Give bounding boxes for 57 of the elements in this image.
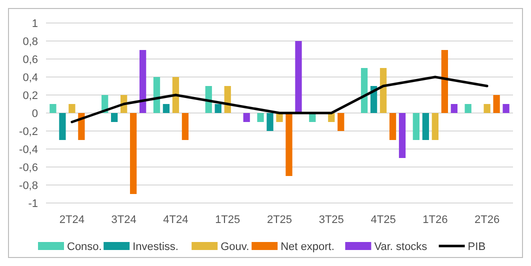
y-tick-label: 0,6 bbox=[22, 54, 38, 66]
legend-label: Conso. bbox=[67, 241, 102, 253]
x-tick-label: 3T25 bbox=[318, 214, 344, 226]
legend-label: Net export. bbox=[280, 241, 334, 253]
bar bbox=[412, 113, 420, 140]
bar bbox=[380, 68, 387, 113]
bar bbox=[162, 104, 170, 113]
x-tick-label: 4T24 bbox=[163, 214, 188, 226]
x-tick-label: 1T26 bbox=[422, 214, 448, 226]
bar bbox=[450, 104, 458, 113]
bar bbox=[243, 113, 250, 122]
bar bbox=[140, 50, 146, 113]
y-tick-label: -1 bbox=[28, 198, 38, 210]
bar bbox=[441, 50, 448, 113]
y-tick-label: 0,4 bbox=[22, 72, 38, 84]
legend-label: PIB bbox=[468, 241, 486, 253]
x-tick-label: 3T24 bbox=[111, 214, 136, 226]
bar bbox=[338, 113, 344, 131]
bar bbox=[111, 113, 118, 122]
bar bbox=[295, 41, 302, 113]
bar bbox=[398, 113, 406, 158]
bar bbox=[214, 104, 222, 113]
legend-label: Investiss. bbox=[132, 241, 178, 253]
bar bbox=[422, 113, 429, 140]
bar bbox=[68, 104, 76, 113]
x-tick-label: 2T25 bbox=[266, 214, 292, 226]
x-tick-label: 2T24 bbox=[59, 214, 84, 226]
bar bbox=[502, 104, 510, 113]
bar bbox=[286, 113, 292, 176]
x-tick-label: 2T26 bbox=[474, 214, 500, 226]
bar bbox=[172, 77, 180, 113]
bar bbox=[484, 104, 490, 113]
legend-label: Gouv. bbox=[220, 241, 250, 253]
bar bbox=[130, 113, 137, 194]
legend-label: Var. stocks bbox=[374, 241, 428, 253]
bar bbox=[257, 113, 264, 122]
bar bbox=[50, 104, 56, 113]
bar bbox=[464, 104, 472, 113]
bar bbox=[360, 68, 368, 113]
y-tick-label: 0,2 bbox=[22, 90, 38, 102]
bar bbox=[153, 77, 160, 113]
y-tick-label: -0,8 bbox=[19, 180, 38, 192]
line-series bbox=[70, 76, 488, 124]
bar bbox=[493, 95, 500, 113]
y-tick-label: -0,4 bbox=[19, 144, 38, 156]
y-tick-label: 0 bbox=[32, 108, 38, 120]
bar bbox=[182, 113, 189, 140]
y-tick-label: -0,6 bbox=[19, 162, 38, 174]
y-tick-label: 1 bbox=[32, 18, 38, 30]
x-tick-label: 1T25 bbox=[215, 214, 240, 226]
bar bbox=[389, 113, 396, 140]
bar bbox=[59, 113, 66, 140]
bar bbox=[266, 113, 274, 131]
bar bbox=[432, 113, 438, 140]
x-tick-label: 4T25 bbox=[370, 214, 396, 226]
y-tick-label: -0,2 bbox=[19, 126, 38, 138]
y-tick-label: 0,8 bbox=[22, 36, 38, 48]
